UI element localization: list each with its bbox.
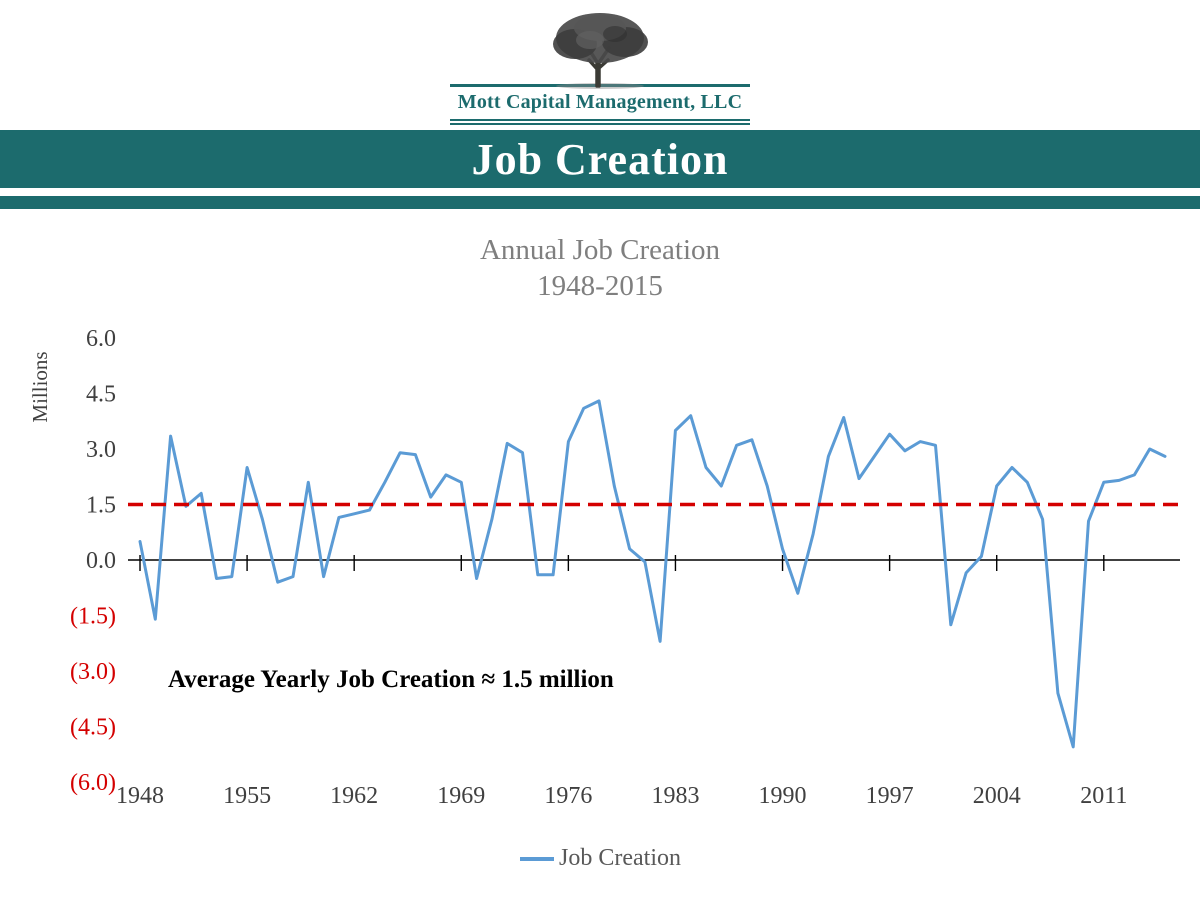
logo-rule-under-2: [450, 123, 750, 125]
company-name: Mott Capital Management, LLC: [457, 91, 743, 113]
svg-text:1990: 1990: [759, 783, 807, 809]
svg-text:1962: 1962: [330, 783, 378, 809]
svg-text:2011: 2011: [1080, 783, 1127, 809]
banner-stripe: [0, 196, 1200, 209]
svg-text:1948: 1948: [116, 783, 164, 809]
legend-line-marker: [520, 856, 554, 861]
legend-label: Job Creation: [559, 845, 681, 871]
chart-title: Annual Job Creation: [479, 234, 720, 266]
svg-text:1955: 1955: [223, 783, 271, 809]
chart-title-block: Annual Job Creation 1948-2015: [0, 232, 1200, 304]
logo-rule-under-1: [450, 119, 750, 121]
svg-text:0.0: 0.0: [86, 548, 116, 574]
svg-text:1969: 1969: [437, 783, 485, 809]
svg-text:1997: 1997: [866, 783, 914, 809]
svg-text:1.5: 1.5: [86, 493, 116, 519]
chart-subtitle: 1948-2015: [537, 270, 663, 302]
tree-icon: [553, 13, 648, 89]
svg-text:(6.0): (6.0): [70, 770, 116, 796]
svg-text:2004: 2004: [973, 783, 1021, 809]
svg-text:4.5: 4.5: [86, 382, 116, 408]
svg-text:(4.5): (4.5): [70, 715, 116, 741]
chart-canvas: 1948 1955 1962 1969 1976 1983 1990 1997 2004 2011…: [70, 326, 1180, 809]
svg-text:(1.5): (1.5): [70, 604, 116, 630]
chart-legend: Job Creation: [0, 845, 1200, 872]
svg-text:1983: 1983: [651, 783, 699, 809]
svg-text:3.0: 3.0: [86, 437, 116, 463]
svg-text:6.0: 6.0: [86, 326, 116, 352]
title-banner: Job Creation: [0, 130, 1200, 188]
average-annotation: Average Yearly Job Creation ≈ 1.5 millio…: [168, 666, 614, 693]
svg-text:1976: 1976: [544, 783, 592, 809]
svg-text:(3.0): (3.0): [70, 659, 116, 685]
company-logo: Mott Capital Management, LLC: [450, 10, 750, 125]
page-title: Job Creation: [471, 134, 729, 184]
